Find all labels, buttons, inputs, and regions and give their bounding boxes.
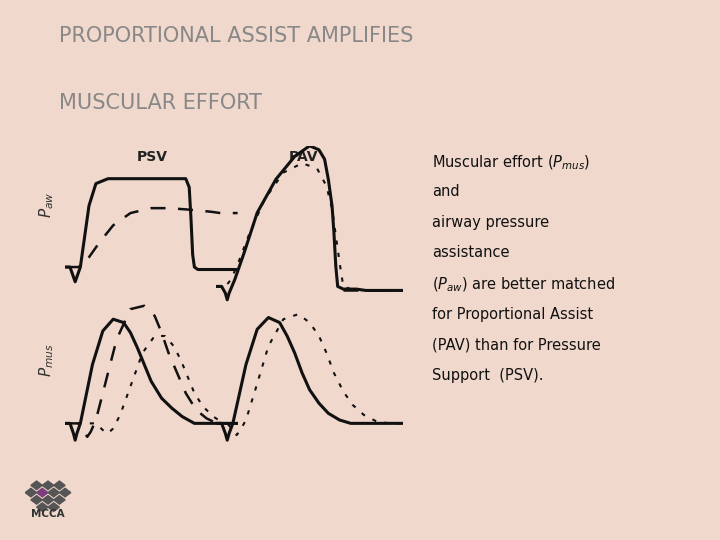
Polygon shape (37, 488, 48, 497)
Text: (PAV) than for Pressure: (PAV) than for Pressure (432, 337, 600, 352)
Text: PROPORTIONAL ASSIST AMPLIFIES: PROPORTIONAL ASSIST AMPLIFIES (59, 26, 413, 46)
Text: for Proportional Assist: for Proportional Assist (432, 307, 593, 321)
Polygon shape (60, 488, 71, 497)
Polygon shape (54, 496, 65, 504)
Text: $P_{mus}$: $P_{mus}$ (37, 343, 56, 377)
Text: PSV: PSV (137, 150, 168, 164)
Polygon shape (42, 496, 54, 504)
Text: $P_{aw}$: $P_{aw}$ (37, 192, 56, 218)
Polygon shape (48, 488, 60, 497)
Polygon shape (48, 503, 60, 511)
Text: Muscular effort ($P_{mus}$): Muscular effort ($P_{mus}$) (432, 153, 590, 172)
Text: Support  (PSV).: Support (PSV). (432, 368, 544, 383)
Polygon shape (42, 481, 54, 490)
Text: MCCA: MCCA (31, 509, 65, 519)
Text: PAV: PAV (289, 150, 318, 164)
Text: airway pressure: airway pressure (432, 215, 549, 230)
Text: assistance: assistance (432, 245, 510, 260)
Text: ($P_{aw}$) are better matched: ($P_{aw}$) are better matched (432, 276, 615, 294)
Text: and: and (432, 184, 459, 199)
Polygon shape (31, 481, 42, 490)
Polygon shape (54, 481, 65, 490)
Polygon shape (37, 503, 48, 511)
Polygon shape (25, 488, 37, 497)
Polygon shape (31, 496, 42, 504)
Text: MUSCULAR EFFORT: MUSCULAR EFFORT (59, 93, 262, 113)
